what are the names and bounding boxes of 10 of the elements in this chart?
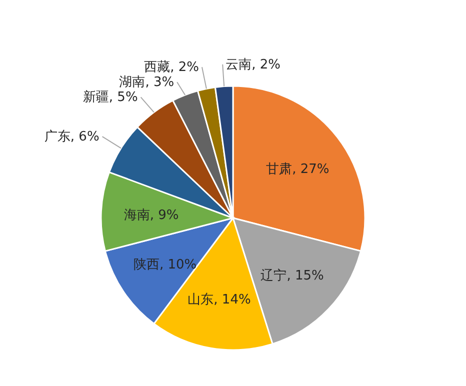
slice-label: 辽宁, 15% [260,267,324,284]
slice-label: 甘肃, 27% [266,162,330,177]
slice-label: 新疆, 5% [82,90,138,106]
slice-label: 广东, 6% [44,130,100,145]
slice-label: 海南, 9% [124,208,179,223]
slice-label: 云南, 2% [226,57,280,72]
slice-label: 山东, 14% [188,292,251,308]
slice-label: 陕西, 10% [133,258,197,273]
slice-label: 西藏, 2% [144,60,199,76]
slice-label: 湖南, 3% [119,75,174,90]
